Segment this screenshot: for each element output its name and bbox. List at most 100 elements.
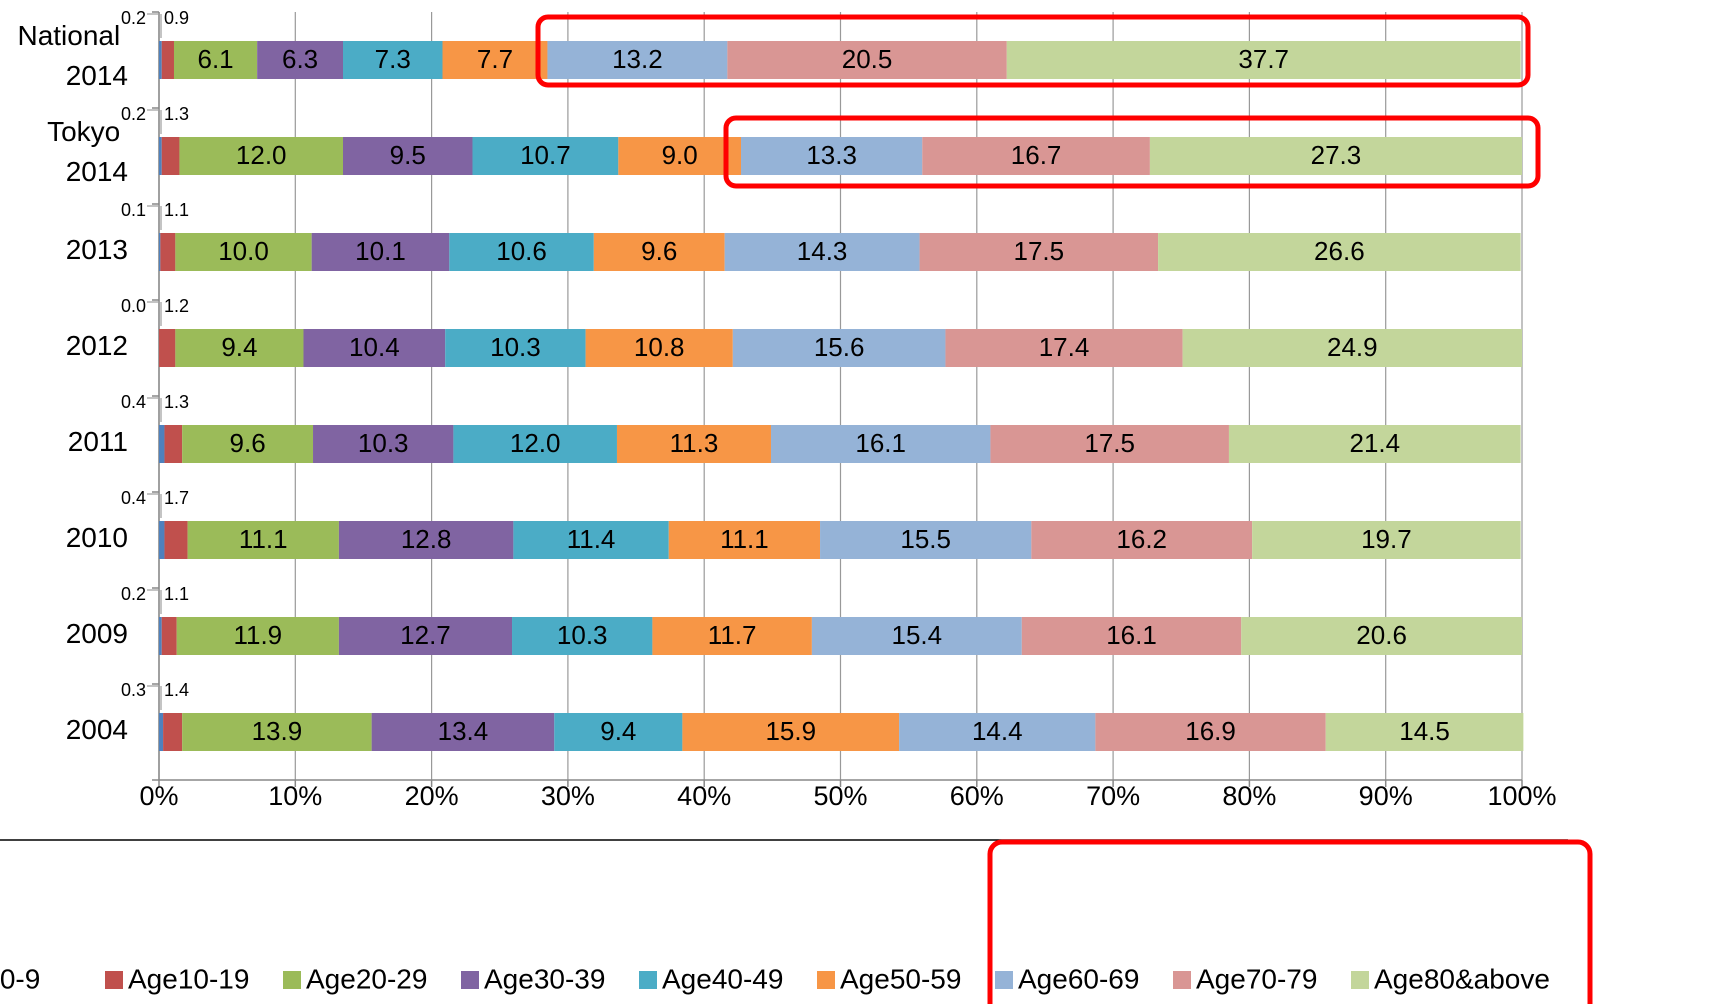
bar-segment — [1021, 617, 1242, 655]
legend-label: Age30-39 — [484, 963, 605, 994]
bar-segment — [922, 137, 1150, 175]
value-label: 10.1 — [355, 236, 406, 266]
value-label: 16.1 — [855, 428, 906, 458]
value-label: 13.4 — [438, 716, 489, 746]
bar-segment — [371, 713, 555, 751]
value-label: 14.5 — [1399, 716, 1450, 746]
value-label: 0.0 — [121, 296, 146, 316]
value-label: 15.6 — [814, 332, 865, 362]
value-label: 6.3 — [282, 44, 318, 74]
bar-segment — [164, 521, 188, 559]
x-tick-label: 20% — [405, 781, 459, 811]
highlight-box — [535, 14, 1531, 88]
bar-segment — [303, 329, 446, 367]
value-label: 12.7 — [400, 620, 451, 650]
value-label: 10.3 — [557, 620, 608, 650]
value-label: 17.5 — [1084, 428, 1135, 458]
x-tick-label: 50% — [813, 781, 867, 811]
value-label: 20.6 — [1356, 620, 1407, 650]
bar-segment — [585, 329, 733, 367]
value-label: 10.4 — [349, 332, 400, 362]
value-label: 9.6 — [641, 236, 677, 266]
legend-swatch — [461, 971, 479, 989]
value-label: 0.2 — [121, 8, 146, 28]
bar-segment — [724, 233, 920, 271]
value-label: 9.4 — [221, 332, 257, 362]
value-label: 9.5 — [390, 140, 426, 170]
bar-segment — [513, 521, 669, 559]
legend-label: Age80&above — [1374, 963, 1550, 994]
value-label: 13.3 — [806, 140, 857, 170]
value-label: 17.4 — [1039, 332, 1090, 362]
y-tick-label: Tokyo 2014 — [47, 116, 128, 187]
y-tick-label: 2010 — [66, 522, 128, 553]
value-label: 26.6 — [1314, 236, 1365, 266]
bar-segment — [159, 521, 165, 559]
bar-segment — [668, 521, 821, 559]
y-tick-label: National 2014 — [17, 20, 128, 91]
legend-swatch — [639, 971, 657, 989]
bar-segment — [159, 425, 165, 463]
x-tick-label: 30% — [541, 781, 595, 811]
value-label: 10.8 — [634, 332, 685, 362]
bar-segment — [163, 713, 183, 751]
bar-segment — [159, 617, 162, 655]
value-label: 10.6 — [496, 236, 547, 266]
bar-segment — [176, 617, 339, 655]
bar-segment — [547, 41, 728, 79]
bar-segment — [453, 425, 617, 463]
bar-segment — [727, 41, 1007, 79]
legend-swatch — [1351, 971, 1369, 989]
value-label: 16.2 — [1116, 524, 1167, 554]
value-label: 11.1 — [239, 524, 288, 554]
value-label: 1.4 — [164, 680, 189, 700]
legend-label: Age60-69 — [1018, 963, 1139, 994]
x-tick-label: 60% — [950, 781, 1004, 811]
value-label: 12.0 — [236, 140, 287, 170]
bar-segment — [159, 233, 161, 271]
bar-segment — [732, 329, 946, 367]
value-label: 12.8 — [401, 524, 452, 554]
value-label: 37.7 — [1238, 44, 1289, 74]
value-label: 11.4 — [567, 524, 616, 554]
x-tick-label: 10% — [268, 781, 322, 811]
legend-label: Age40-49 — [662, 963, 783, 994]
bar-segment — [160, 233, 176, 271]
legend-label: Age50-59 — [840, 963, 961, 994]
bar-segment — [442, 41, 548, 79]
bar-segment — [159, 41, 162, 79]
bar-segment — [652, 617, 812, 655]
value-label: 27.3 — [1311, 140, 1362, 170]
bar-segment — [682, 713, 900, 751]
bar-segment — [1241, 617, 1522, 655]
value-label: 11.1 — [720, 524, 769, 554]
value-label: 0.2 — [121, 584, 146, 604]
y-tick-label: 2013 — [66, 234, 128, 265]
y-tick-label: 2009 — [66, 618, 128, 649]
bar-segment — [343, 41, 443, 79]
bar-segment — [164, 425, 183, 463]
bar-segment — [1149, 137, 1522, 175]
bar-segment — [343, 137, 473, 175]
bar-segment — [741, 137, 923, 175]
value-label: 0.2 — [121, 104, 146, 124]
bar-segment — [1158, 233, 1521, 271]
legend-swatch — [817, 971, 835, 989]
value-label: 13.2 — [612, 44, 663, 74]
bar-segment — [257, 41, 344, 79]
value-label: 1.2 — [164, 296, 189, 316]
bar-segment — [1252, 521, 1521, 559]
legend-swatch — [283, 971, 301, 989]
value-label: 11.9 — [233, 620, 282, 650]
value-label: 24.9 — [1327, 332, 1378, 362]
value-label: 0.4 — [121, 392, 146, 412]
y-tick-label: 2011 — [68, 426, 128, 457]
value-label: 10.3 — [358, 428, 409, 458]
value-label: 0.4 — [121, 488, 146, 508]
value-label: 6.1 — [197, 44, 233, 74]
bar-segment — [512, 617, 653, 655]
value-label: 11.3 — [670, 428, 719, 458]
legend-swatch — [995, 971, 1013, 989]
legend-swatch — [105, 971, 123, 989]
value-label: 1.1 — [164, 200, 189, 220]
